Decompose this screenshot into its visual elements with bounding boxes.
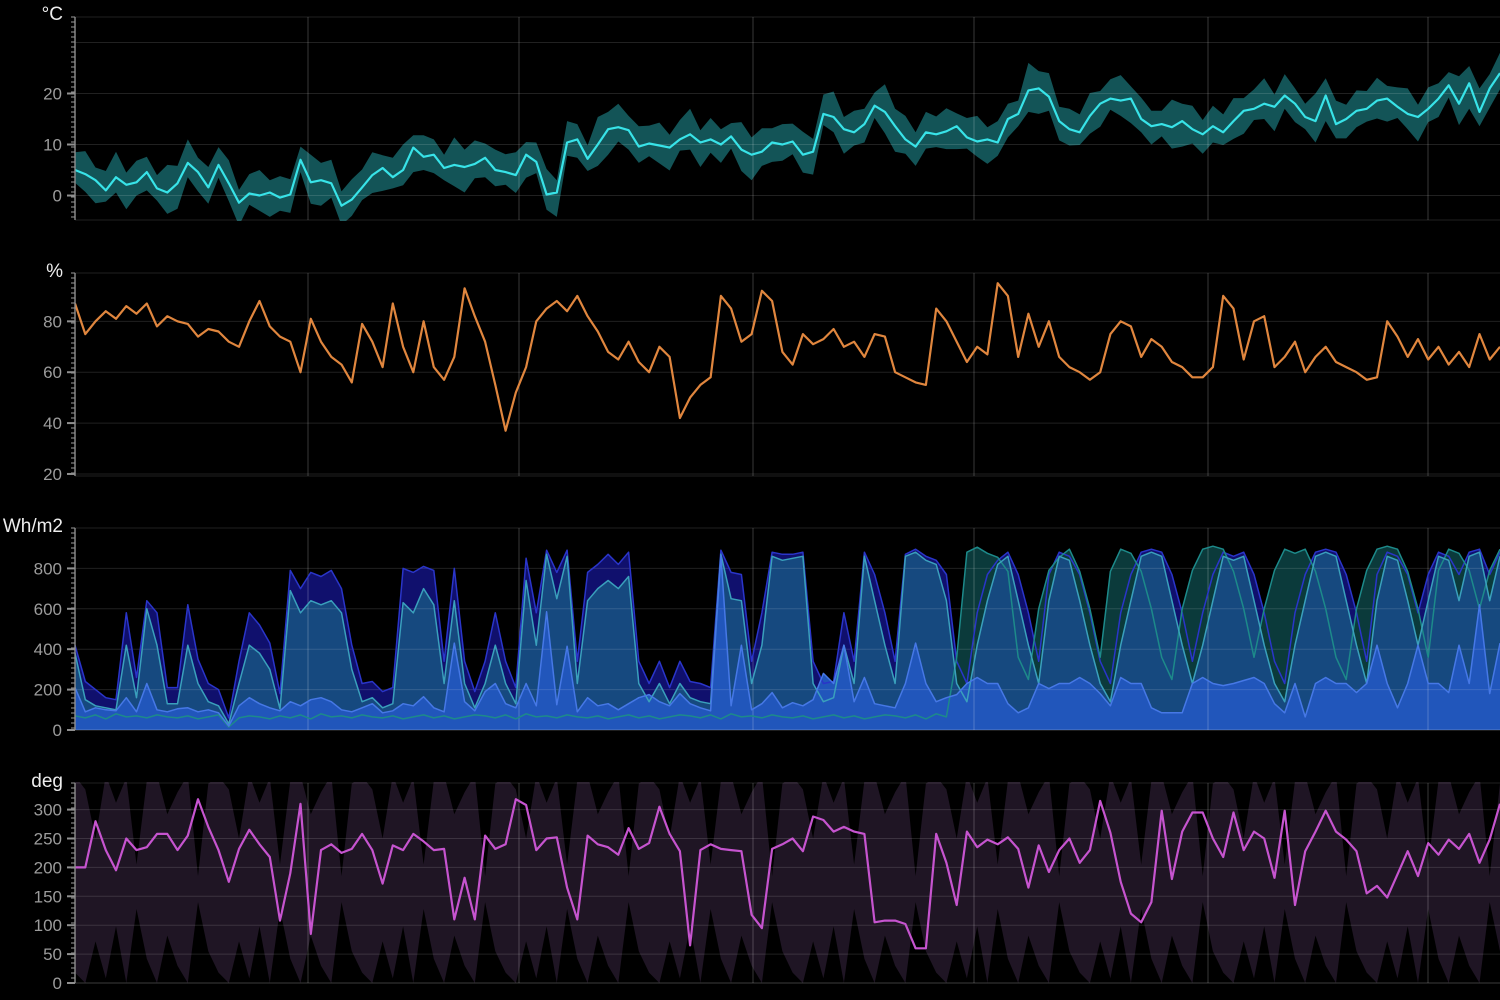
relative-humidity-line — [75, 282, 1500, 432]
y-tick-label: 80 — [43, 312, 62, 331]
y-tick-label: 50 — [43, 945, 62, 964]
relative-humidity-chart: 20 40 60 80 — [43, 272, 1500, 484]
temperature-with-minmax-band-line — [75, 72, 1500, 207]
y-tick-label: 400 — [34, 640, 62, 659]
dark-teal-radiation-line — [75, 545, 1500, 728]
bright-blue-radiation-line — [75, 554, 1500, 727]
y-tick-label: 10 — [43, 136, 62, 155]
wind-direction-with-minmax-band-line — [75, 798, 1500, 950]
wind-direction-with-minmax-band-chart: 0 50 100 150 200 250 300 — [34, 782, 1500, 993]
medium-blue-radiation-area — [75, 552, 1500, 730]
y-tick-label: 600 — [34, 600, 62, 619]
y-tick-label: 300 — [34, 801, 62, 820]
y-tick-label: 40 — [43, 414, 62, 433]
temperature-with-minmax-band-band — [75, 52, 1500, 221]
y-tick-label: 100 — [34, 916, 62, 935]
y-tick-label: 20 — [43, 465, 62, 484]
wind-direction-with-minmax-band-band — [75, 782, 1500, 983]
radiation-unit-label: Wh/m2 — [2, 516, 63, 537]
y-tick-label: 60 — [43, 363, 62, 382]
y-tick-label: 800 — [34, 559, 62, 578]
y-tick-label: 150 — [34, 887, 62, 906]
temperature-unit-label: °C — [41, 4, 63, 25]
medium-blue-radiation-line — [75, 551, 1500, 725]
wind-direction-unit-label: deg — [31, 771, 63, 792]
dark-navy-radiation-line — [75, 548, 1500, 719]
humidity-unit-label: % — [46, 261, 63, 282]
y-tick-label: 20 — [43, 85, 62, 104]
y-tick-label: 250 — [34, 829, 62, 848]
y-tick-label: 0 — [53, 721, 62, 740]
y-tick-label: 200 — [34, 858, 62, 877]
solar-radiation-chart: 0 200 400 600 800 — [34, 527, 1500, 740]
y-tick-label: 200 — [34, 681, 62, 700]
y-tick-label: 0 — [53, 974, 62, 993]
temperature-with-minmax-band-chart: 0 10 20 — [43, 16, 1500, 221]
y-tick-label: 0 — [53, 187, 62, 206]
